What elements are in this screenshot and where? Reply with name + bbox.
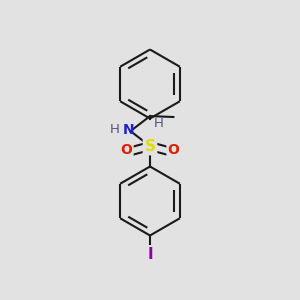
Text: O: O [121, 143, 133, 157]
Text: N: N [122, 123, 134, 137]
Text: I: I [147, 247, 153, 262]
Text: O: O [167, 143, 179, 157]
Text: H: H [154, 117, 164, 130]
Text: S: S [145, 139, 155, 154]
Text: H: H [110, 123, 119, 136]
